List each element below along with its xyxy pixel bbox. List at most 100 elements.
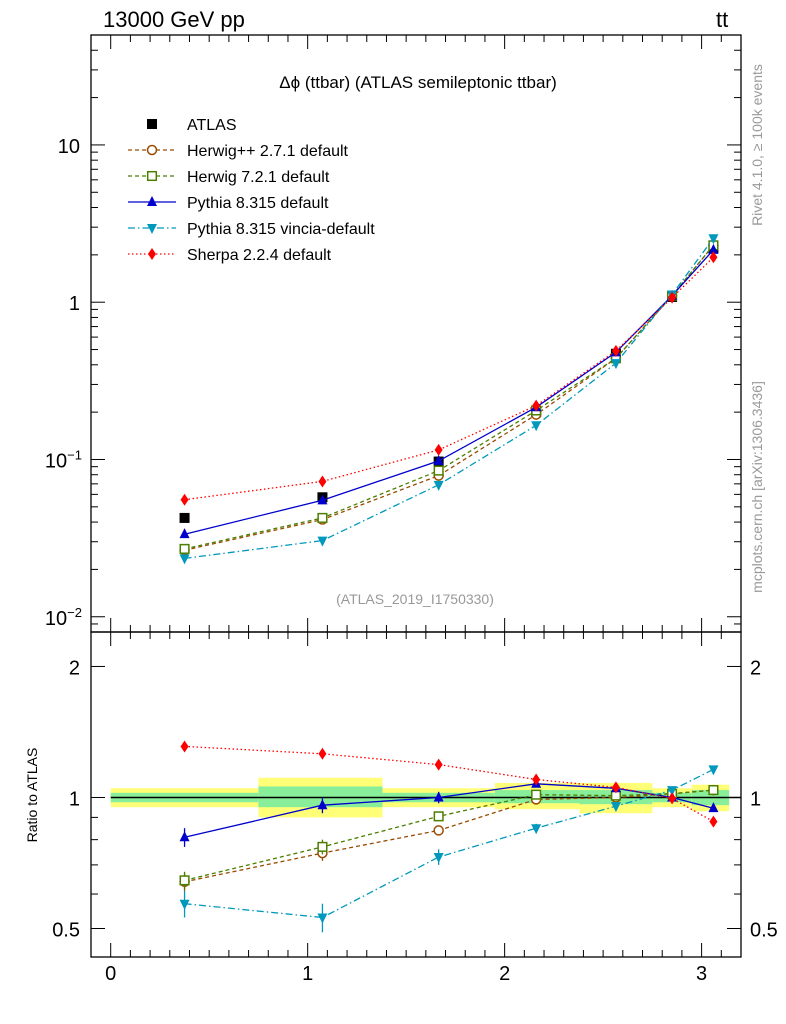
data-point-sherpa-2-2-4-default xyxy=(434,443,443,456)
legend-label-herwigpp-271: Herwig++ 2.7.1 default xyxy=(187,143,349,160)
ratio-point-herwig-7-2-1-default xyxy=(433,811,444,822)
data-point-pythia-8-315-default xyxy=(708,243,719,254)
legend-marker-herwigpp-2-7-1-default xyxy=(146,144,158,156)
legend-marker-sherpa-2-2-4-default xyxy=(148,248,156,260)
ratio-point-sherpa-2-2-4-default xyxy=(434,758,443,771)
chart-title: Δϕ (ttbar) (ATLAS semileptonic ttbar) xyxy=(279,73,557,92)
ratio-point-pythia-8-315-vincia-default xyxy=(610,802,621,813)
data-point-pythia-8-315-default xyxy=(179,528,190,539)
ratio-point-herwig-7-2-1-default xyxy=(317,841,328,852)
ratio-point-pythia-8-315-vincia-default xyxy=(433,852,444,863)
data-point-sherpa-2-2-4-default xyxy=(318,475,327,488)
ratio-axis-ticks: 0 1 2 3 0.5 0.5 1 1 2 2 xyxy=(52,632,778,985)
ratio-point-herwigpp-2-7-1-default xyxy=(433,825,444,836)
ratio-series-layer xyxy=(179,740,719,933)
data-point-sherpa-2-2-4-default xyxy=(532,399,541,412)
x-tick-label: 0 xyxy=(105,963,116,985)
ratio-point-pythia-8-315-default xyxy=(433,791,444,802)
legend-entry-herwig-721: Herwig 7.2.1 default xyxy=(128,169,330,186)
legend: ATLAS Herwig++ 2.7.1 default Herwig 7.2.… xyxy=(128,117,375,264)
data-point-sherpa-2-2-4-default xyxy=(180,493,189,506)
x-tick-label: 1 xyxy=(302,963,313,985)
main-y-tick-label: 10−2 xyxy=(45,605,82,630)
rivet-version-label: Rivet 4.1.0, ≥ 100k events xyxy=(749,64,765,226)
series-herwigpp-2-7-1-default xyxy=(179,240,719,556)
x-tick-label: 3 xyxy=(696,963,707,985)
series-line-pythia-8-315-vincia-default xyxy=(184,237,714,560)
ratio-point-pythia-8-315-vincia-default xyxy=(708,765,719,776)
data-point-pythia-8-315-vincia-default xyxy=(317,536,328,547)
data-point-herwig-7-2-1-default xyxy=(317,512,328,523)
legend-marker-pythia-8-315-vincia-default xyxy=(147,224,157,234)
series-line-herwig-7-2-1-default xyxy=(184,244,714,550)
ratio-point-pythia-8-315-vincia-default xyxy=(531,824,542,835)
legend-label-herwig-721: Herwig 7.2.1 default xyxy=(187,169,330,186)
ratio-point-herwig-7-2-1-default xyxy=(708,785,719,796)
ratio-y-tick-label-left: 2 xyxy=(69,657,80,679)
data-point-herwig-7-2-1-default xyxy=(179,543,190,554)
data-point-sherpa-2-2-4-default xyxy=(668,291,677,304)
analysis-tag: (ATLAS_2019_I1750330) xyxy=(336,591,494,607)
ratio-point-pythia-8-315-default xyxy=(317,799,328,810)
series-line-herwigpp-2-7-1-default xyxy=(184,244,714,551)
ratio-uncertainty-bands xyxy=(110,777,741,818)
series-herwig-7-2-1-default xyxy=(179,240,719,554)
data-point-herwig-7-2-1-default xyxy=(433,465,444,476)
ratio-point-sherpa-2-2-4-default xyxy=(611,781,620,794)
ratio-plot-frame xyxy=(90,631,742,958)
ratio-point-sherpa-2-2-4-default xyxy=(532,773,541,786)
data-point-sherpa-2-2-4-default xyxy=(709,251,718,264)
ratio-point-sherpa-2-2-4-default xyxy=(668,792,677,805)
ratio-y-axis-label: Ratio to ATLAS xyxy=(24,748,40,843)
series-sherpa-2-2-4-default xyxy=(180,251,718,506)
ratio-y-tick-label-right: 2 xyxy=(750,657,761,679)
header-process-label: tt xyxy=(716,7,728,32)
ratio-point-pythia-8-315-default xyxy=(708,802,719,813)
series-atlas xyxy=(179,243,719,523)
ratio-y-tick-label-left: 0.5 xyxy=(52,919,80,941)
data-point-pythia-8-315-default xyxy=(433,454,444,465)
legend-entry-pythia-8315: Pythia 8.315 default xyxy=(128,195,329,212)
header-energy-label: 13000 GeV pp xyxy=(103,7,245,32)
series-pythia-8-315-default xyxy=(179,243,719,539)
legend-marker-pythia-8-315-default xyxy=(147,196,157,206)
legend-label-pythia-8315-vincia: Pythia 8.315 vincia-default xyxy=(187,221,375,238)
ratio-point-sherpa-2-2-4-default xyxy=(180,740,189,753)
ratio-y-tick-label-right: 0.5 xyxy=(750,919,778,941)
legend-marker-atlas xyxy=(147,119,157,129)
main-series-layer xyxy=(179,234,719,565)
ratio-point-pythia-8-315-vincia-default xyxy=(667,786,678,797)
main-y-tick-label: 1 xyxy=(69,293,80,315)
ratio-y-tick-label-right: 1 xyxy=(750,788,761,810)
main-y-tick-label: 10−1 xyxy=(45,447,82,472)
ratio-series-sherpa-2-2-4-default xyxy=(180,740,718,828)
legend-marker-herwig-7-2-1-default xyxy=(146,170,158,182)
data-point-pythia-8-315-vincia-default xyxy=(531,421,542,432)
data-point-pythia-8-315-vincia-default xyxy=(433,480,444,491)
legend-entry-atlas: ATLAS xyxy=(147,117,237,134)
data-point-pythia-8-315-default xyxy=(317,494,328,505)
series-line-pythia-8-315-default xyxy=(184,249,714,535)
ratio-series-pythia-8-315-vincia-default xyxy=(179,765,719,933)
legend-label-atlas: ATLAS xyxy=(187,117,237,134)
legend-entry-sherpa-224: Sherpa 2.2.4 default xyxy=(128,247,332,264)
ratio-point-herwig-7-2-1-default xyxy=(531,789,542,800)
x-tick-label: 2 xyxy=(499,963,510,985)
ratio-point-pythia-8-315-vincia-default xyxy=(179,899,190,910)
ratio-point-pythia-8-315-vincia-default xyxy=(317,913,328,924)
main-axis-ticks: 10 1 10−1 10−2 xyxy=(45,34,742,633)
series-pythia-8-315-vincia-default xyxy=(179,234,719,565)
ratio-point-sherpa-2-2-4-default xyxy=(709,815,718,828)
legend-entry-pythia-8315-vincia: Pythia 8.315 vincia-default xyxy=(128,221,375,238)
data-point-atlas xyxy=(179,512,190,523)
data-point-pythia-8-315-vincia-default xyxy=(179,554,190,565)
legend-entry-herwigpp-271: Herwig++ 2.7.1 default xyxy=(128,143,349,160)
data-point-pythia-8-315-vincia-default xyxy=(610,359,621,370)
legend-label-pythia-8315: Pythia 8.315 default xyxy=(187,195,329,212)
main-y-tick-label: 10 xyxy=(58,136,80,158)
data-point-pythia-8-315-vincia-default xyxy=(708,234,719,245)
ratio-y-tick-label-left: 1 xyxy=(69,788,80,810)
legend-label-sherpa-224: Sherpa 2.2.4 default xyxy=(187,247,332,264)
ratio-point-pythia-8-315-default xyxy=(179,831,190,842)
